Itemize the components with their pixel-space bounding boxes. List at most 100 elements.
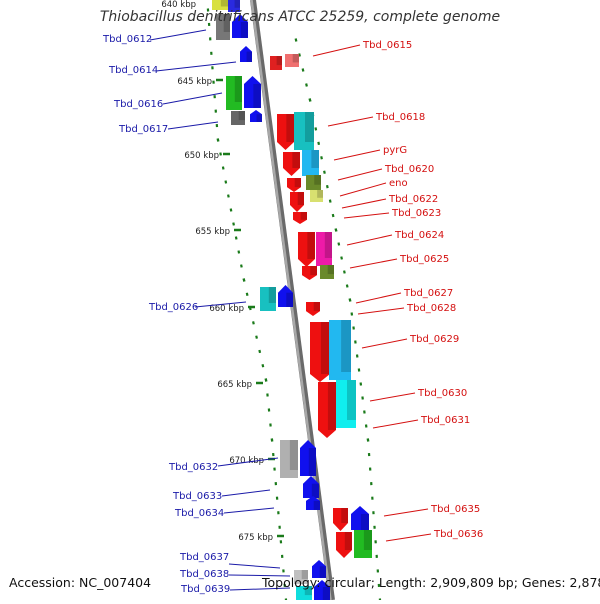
left-leader-line bbox=[222, 490, 270, 496]
right-leader-line bbox=[328, 117, 373, 126]
outline-dot-right bbox=[296, 39, 297, 42]
outline-dot-left bbox=[241, 265, 242, 268]
gene-label-right: eno bbox=[389, 178, 408, 189]
outline-dot-left bbox=[256, 336, 257, 339]
gene-shade bbox=[310, 266, 317, 275]
gene-feature bbox=[306, 175, 321, 190]
gene-shade bbox=[292, 152, 300, 168]
gene-label-left: Tbd_0616 bbox=[113, 99, 163, 110]
outline-dot-left bbox=[218, 139, 219, 142]
gene-shade bbox=[277, 56, 282, 65]
gene-shade bbox=[341, 320, 351, 372]
outline-dot-left bbox=[244, 279, 245, 282]
gene-label-left: Tbd_0633 bbox=[172, 491, 222, 502]
gene-label-right: Tbd_0622 bbox=[388, 194, 438, 205]
gene-shade bbox=[239, 111, 245, 120]
outline-dot-right bbox=[299, 54, 300, 57]
gene-shade bbox=[311, 150, 319, 168]
outline-dot-right bbox=[318, 142, 319, 145]
gene-label-right: Tbd_0635 bbox=[430, 504, 480, 515]
right-leader-line bbox=[384, 509, 428, 516]
outline-dot-right bbox=[306, 84, 307, 87]
outline-dot-left bbox=[253, 321, 254, 324]
outline-dot-left bbox=[231, 209, 232, 212]
gene-shade bbox=[364, 530, 372, 550]
gene-label-right: pyrG bbox=[383, 145, 407, 156]
gene-label-right: Tbd_0630 bbox=[417, 388, 467, 399]
gene-feature bbox=[316, 232, 332, 266]
gene-shade bbox=[317, 190, 323, 198]
scale-tick-label: 650 kbp bbox=[184, 151, 219, 161]
outline-dot-right bbox=[321, 156, 322, 159]
gene-feature bbox=[302, 266, 317, 280]
outline-dot-left bbox=[233, 223, 234, 226]
left-leader-line bbox=[156, 62, 236, 71]
gene-shade bbox=[257, 114, 262, 122]
right-leader-line bbox=[370, 393, 415, 401]
gene-shade bbox=[305, 112, 314, 142]
gene-shade bbox=[286, 114, 294, 142]
gene-shade bbox=[307, 232, 315, 259]
outline-dot-right bbox=[341, 257, 342, 260]
right-leader-line bbox=[373, 420, 418, 428]
gene-feature bbox=[329, 320, 351, 380]
gene-label-left: Tbd_0614 bbox=[108, 65, 158, 76]
gene-shade bbox=[235, 76, 242, 102]
outline-dot-right bbox=[315, 127, 316, 130]
gene-label-right: Tbd_0628 bbox=[406, 303, 456, 314]
gene-feature bbox=[293, 212, 307, 224]
right-leader-line bbox=[338, 169, 382, 180]
gene-shade bbox=[298, 192, 304, 205]
gene-feature bbox=[310, 190, 323, 202]
outline-dot-right bbox=[344, 271, 345, 274]
gene-shade bbox=[309, 448, 316, 476]
right-leader-line bbox=[340, 183, 386, 196]
outline-dot-right bbox=[327, 185, 328, 188]
outline-dot-left bbox=[247, 293, 248, 296]
gene-feature bbox=[270, 56, 282, 70]
gene-shade bbox=[312, 484, 319, 498]
gene-shade bbox=[247, 52, 252, 62]
gene-label-left: Tbd_0632 bbox=[168, 462, 218, 473]
gene-feature bbox=[277, 114, 294, 150]
right-leader-line bbox=[313, 45, 360, 56]
gene-label-right: Tbd_0623 bbox=[391, 208, 441, 219]
gene-feature bbox=[310, 322, 330, 382]
gene-feature bbox=[250, 110, 262, 122]
map-title: Thiobacillus denitrificans ATCC 25259, c… bbox=[0, 9, 600, 25]
left-leader-line bbox=[168, 122, 218, 129]
gene-feature bbox=[290, 192, 304, 212]
gene-feature bbox=[285, 54, 299, 67]
gene-label-left: Tbd_0617 bbox=[118, 124, 168, 135]
left-leader-line bbox=[229, 564, 280, 568]
gene-label-right: Tbd_0620 bbox=[384, 164, 434, 175]
outline-dot-right bbox=[303, 69, 304, 72]
outline-dot-left bbox=[228, 195, 229, 198]
outline-dot-left bbox=[263, 364, 264, 367]
gene-shade bbox=[347, 380, 356, 420]
outline-dot-right bbox=[330, 200, 331, 203]
outline-dot-right bbox=[336, 229, 337, 232]
gene-shade bbox=[361, 514, 369, 530]
gene-feature bbox=[306, 302, 320, 316]
gene-label-left: Tbd_0626 bbox=[148, 302, 198, 313]
gene-label-right: Tbd_0618 bbox=[375, 112, 425, 123]
outline-dot-right bbox=[339, 243, 340, 246]
gene-shade bbox=[286, 293, 293, 307]
gene-feature bbox=[302, 150, 319, 176]
gene-label-left: Tbd_0638 bbox=[179, 569, 229, 580]
gene-feature bbox=[294, 112, 314, 150]
gene-feature bbox=[336, 532, 352, 558]
gene-feature bbox=[244, 76, 261, 108]
right-leader-line bbox=[344, 213, 389, 218]
gene-label-right: Tbd_0615 bbox=[362, 40, 412, 51]
gene-shade bbox=[314, 302, 320, 311]
right-leader-line bbox=[362, 339, 407, 348]
gene-feature bbox=[336, 380, 356, 428]
gene-label-right: Tbd_0627 bbox=[403, 288, 453, 299]
right-leader-line bbox=[350, 259, 397, 268]
right-leader-line bbox=[358, 308, 404, 314]
outline-dot-left bbox=[259, 350, 260, 353]
outline-dot-left bbox=[239, 251, 240, 254]
